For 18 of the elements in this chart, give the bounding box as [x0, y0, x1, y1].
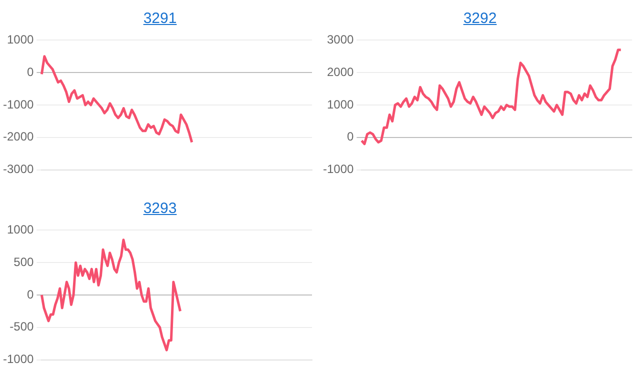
y-tick-label: 2000 — [326, 64, 354, 79]
y-tick-label: -1000 — [2, 97, 34, 112]
y-tick-label: 1000 — [326, 97, 354, 112]
chart-title: 3292 — [462, 9, 498, 29]
y-tick-label: 500 — [14, 254, 34, 269]
y-tick-label: 0 — [347, 130, 354, 144]
y-tick-label: 1000 — [6, 222, 34, 237]
y-tick-label: 1000 — [6, 32, 34, 47]
y-tick-label: 0 — [27, 64, 34, 79]
chart-title: 3291 — [142, 9, 178, 29]
chart-title: 3293 — [142, 199, 178, 219]
y-tick-label: -3000 — [2, 162, 34, 176]
y-tick-label: -2000 — [2, 130, 34, 144]
y-tick-label: -1000 — [2, 352, 34, 366]
y-tick-label: -1000 — [322, 162, 354, 176]
y-tick-label: 0 — [27, 287, 34, 302]
y-tick-label: -500 — [10, 320, 34, 334]
y-tick-label: 3000 — [326, 32, 354, 47]
